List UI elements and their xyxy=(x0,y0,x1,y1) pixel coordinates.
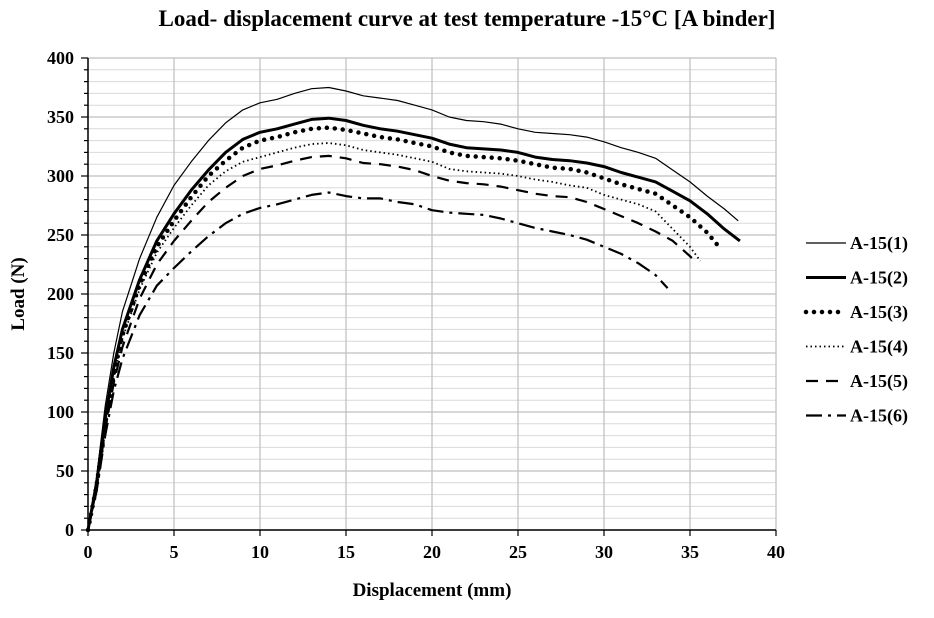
legend-label-4: A-15(4) xyxy=(850,337,908,358)
y-tick-label: 100 xyxy=(47,402,74,422)
series-line-5 xyxy=(86,154,698,531)
x-tick-label: 35 xyxy=(681,542,699,562)
y-tick-label: 250 xyxy=(47,225,74,245)
x-tick-label: 30 xyxy=(595,542,613,562)
x-tick-label: 25 xyxy=(509,542,527,562)
legend-label-5: A-15(5) xyxy=(850,371,908,392)
x-tick-label: 40 xyxy=(767,542,785,562)
gridlines xyxy=(87,57,777,531)
chart-title: Load- displacement curve at test tempera… xyxy=(158,6,776,31)
legend-label-2: A-15(2) xyxy=(850,268,908,289)
y-tick-label: 400 xyxy=(47,48,74,68)
x-tick-label: 0 xyxy=(84,542,93,562)
y-tick-label: 350 xyxy=(47,107,74,127)
y-tick-label: 200 xyxy=(47,284,74,304)
x-tick-label: 20 xyxy=(423,542,441,562)
y-tick-label: 300 xyxy=(47,166,74,186)
legend-label-1: A-15(1) xyxy=(850,233,908,254)
series-line-4 xyxy=(87,142,702,531)
series-line-3 xyxy=(85,125,724,533)
series-lines xyxy=(85,86,741,533)
x-axis-title: Displacement (mm) xyxy=(353,580,512,601)
x-tick-label: 5 xyxy=(170,542,179,562)
legend: A-15(1) A-15(2) A-15(3) A-15(4) A-15(5) A-15(… xyxy=(803,233,908,427)
y-tick-label: 50 xyxy=(56,461,74,481)
series-line-2 xyxy=(86,116,741,531)
legend-label-3: A-15(3) xyxy=(850,302,908,323)
y-tick-label: 150 xyxy=(47,343,74,363)
series-line-1 xyxy=(87,86,739,531)
axes xyxy=(81,57,777,536)
legend-label-6: A-15(6) xyxy=(850,406,908,427)
y-tick-label: 0 xyxy=(65,520,74,540)
series-line-6 xyxy=(86,191,669,531)
x-tick-label: 10 xyxy=(251,542,269,562)
y-axis-title: Load (N) xyxy=(8,257,29,330)
x-tick-label: 15 xyxy=(337,542,355,562)
